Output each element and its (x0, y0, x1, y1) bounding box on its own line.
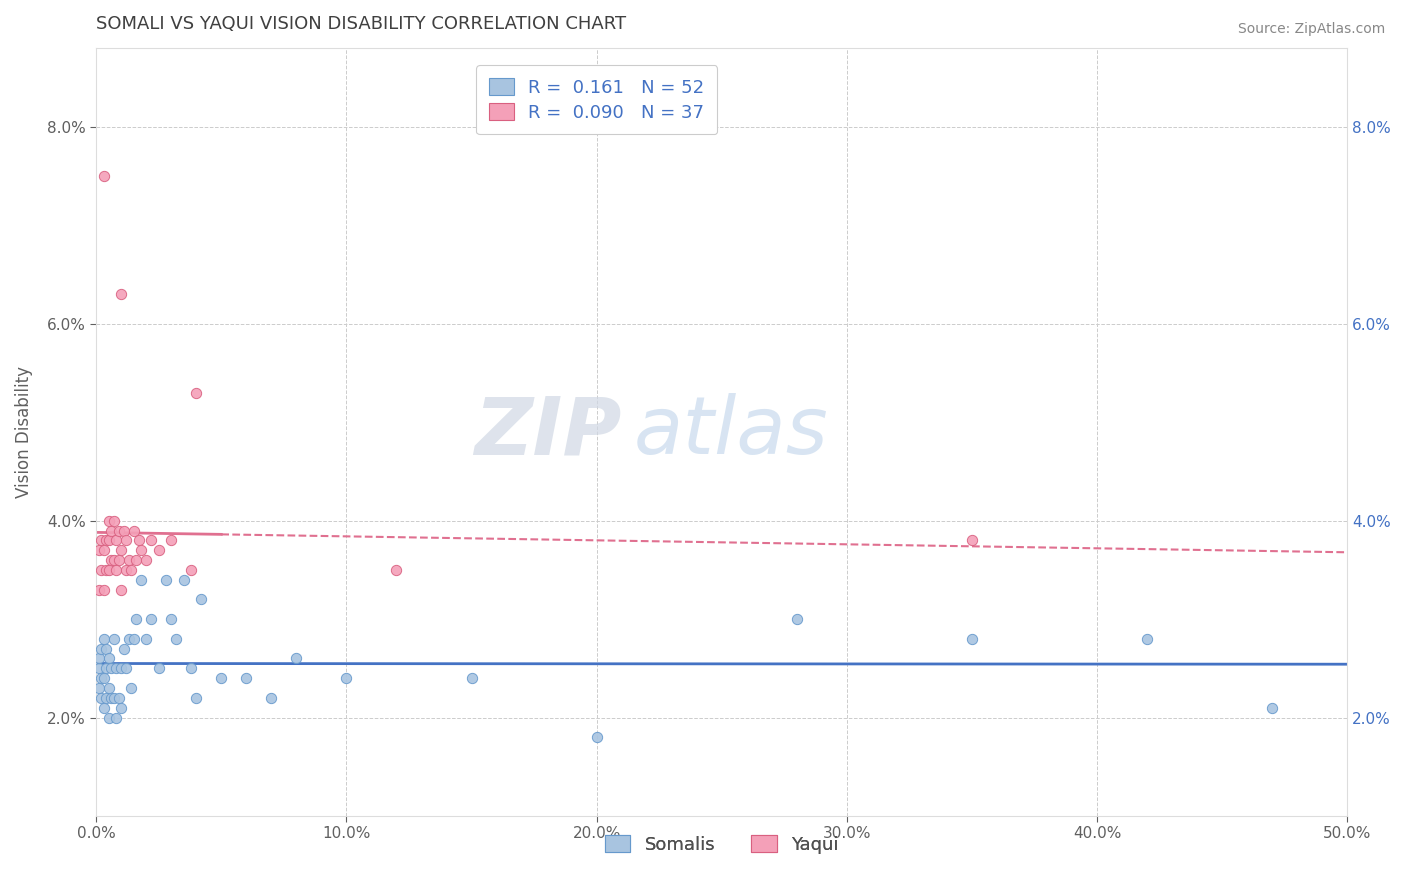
Point (128, 533, 150, 548)
Point (335, 671, 357, 685)
Point (105, 661, 128, 675)
Point (209, 671, 232, 685)
Point (90, 690, 112, 705)
Point (141, 533, 163, 548)
Point (87, 661, 110, 675)
Point (97, 514, 120, 528)
Point (87, 681, 110, 695)
Point (960, 533, 983, 548)
Y-axis label: Vision Disability: Vision Disability (15, 367, 32, 498)
Point (96, 661, 118, 675)
Point (90, 563, 112, 577)
Point (129, 573, 152, 587)
Point (93, 543, 115, 558)
Point (87, 582, 110, 597)
Point (120, 681, 142, 695)
Point (112, 524, 135, 538)
Text: atlas: atlas (634, 393, 830, 471)
Point (148, 661, 170, 675)
Legend: Somalis, Yaqui: Somalis, Yaqui (595, 824, 849, 864)
Point (103, 514, 125, 528)
Point (125, 553, 148, 567)
Point (110, 543, 132, 558)
Point (93, 700, 115, 714)
Point (96, 563, 118, 577)
Point (115, 661, 138, 675)
Point (90, 533, 112, 548)
Point (93, 582, 115, 597)
Point (100, 690, 122, 705)
Point (107, 690, 129, 705)
Point (1261, 700, 1284, 714)
Point (460, 671, 482, 685)
Point (110, 582, 132, 597)
Point (90, 641, 112, 656)
Point (110, 700, 132, 714)
Point (118, 632, 141, 646)
Point (186, 385, 208, 400)
Point (97, 681, 120, 695)
Text: Source: ZipAtlas.com: Source: ZipAtlas.com (1237, 22, 1385, 37)
Point (105, 710, 128, 724)
Point (235, 671, 257, 685)
Point (105, 563, 128, 577)
Point (186, 690, 208, 705)
Point (110, 661, 132, 675)
Point (173, 573, 195, 587)
Point (260, 690, 283, 705)
Point (97, 563, 120, 577)
Point (97, 533, 120, 548)
Point (110, 287, 132, 301)
Point (129, 543, 152, 558)
Point (93, 632, 115, 646)
Point (87, 543, 110, 558)
Point (87, 651, 110, 665)
Point (125, 612, 148, 626)
Point (93, 169, 115, 184)
Point (385, 563, 408, 577)
Point (285, 651, 308, 665)
Point (103, 690, 125, 705)
Point (105, 533, 128, 548)
Point (115, 533, 138, 548)
Point (107, 553, 129, 567)
Point (122, 632, 145, 646)
Point (97, 710, 120, 724)
Point (100, 553, 122, 567)
Point (100, 661, 122, 675)
Point (122, 524, 145, 538)
Point (180, 563, 202, 577)
Text: ZIP: ZIP (474, 393, 621, 471)
Point (120, 563, 142, 577)
Point (180, 661, 202, 675)
Point (148, 543, 170, 558)
Point (96, 641, 118, 656)
Point (112, 641, 135, 656)
Point (103, 553, 125, 567)
Point (115, 563, 138, 577)
Point (96, 690, 118, 705)
Point (100, 524, 122, 538)
Point (90, 671, 112, 685)
Point (1136, 632, 1159, 646)
Point (786, 612, 808, 626)
Point (107, 524, 129, 538)
Point (160, 612, 183, 626)
Point (93, 671, 115, 685)
Point (585, 730, 607, 744)
Point (118, 553, 141, 567)
Point (960, 632, 983, 646)
Point (141, 612, 163, 626)
Point (103, 632, 125, 646)
Point (97, 651, 120, 665)
Text: SOMALI VS YAQUI VISION DISABILITY CORRELATION CHART: SOMALI VS YAQUI VISION DISABILITY CORREL… (96, 15, 626, 33)
Point (190, 592, 212, 607)
Point (165, 632, 187, 646)
Point (155, 573, 177, 587)
Point (135, 553, 157, 567)
Point (135, 632, 157, 646)
Point (96, 533, 118, 548)
Point (160, 533, 183, 548)
